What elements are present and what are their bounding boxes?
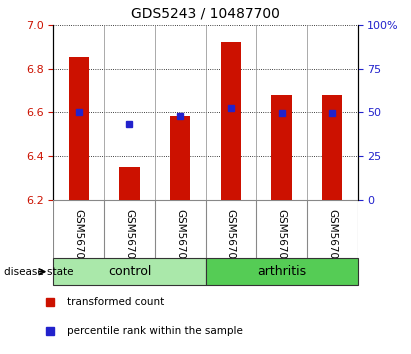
Text: GSM567075: GSM567075	[125, 209, 134, 272]
Text: GSM567082: GSM567082	[327, 209, 337, 272]
Title: GDS5243 / 10487700: GDS5243 / 10487700	[131, 7, 280, 21]
Text: GSM567080: GSM567080	[226, 209, 236, 272]
Text: percentile rank within the sample: percentile rank within the sample	[67, 326, 243, 336]
Text: arthritis: arthritis	[257, 265, 306, 278]
Text: transformed count: transformed count	[67, 297, 165, 307]
Text: GSM567081: GSM567081	[277, 209, 286, 272]
Text: GSM567076: GSM567076	[175, 209, 185, 272]
Text: GSM567074: GSM567074	[74, 209, 84, 272]
Bar	[322, 95, 342, 200]
Bar	[271, 95, 292, 200]
Bar	[221, 42, 241, 200]
Text: disease state: disease state	[4, 267, 74, 277]
Text: control: control	[108, 265, 151, 278]
FancyBboxPatch shape	[53, 258, 206, 285]
FancyBboxPatch shape	[206, 258, 358, 285]
Bar	[170, 116, 190, 200]
Bar	[119, 167, 140, 200]
Bar	[69, 57, 89, 200]
